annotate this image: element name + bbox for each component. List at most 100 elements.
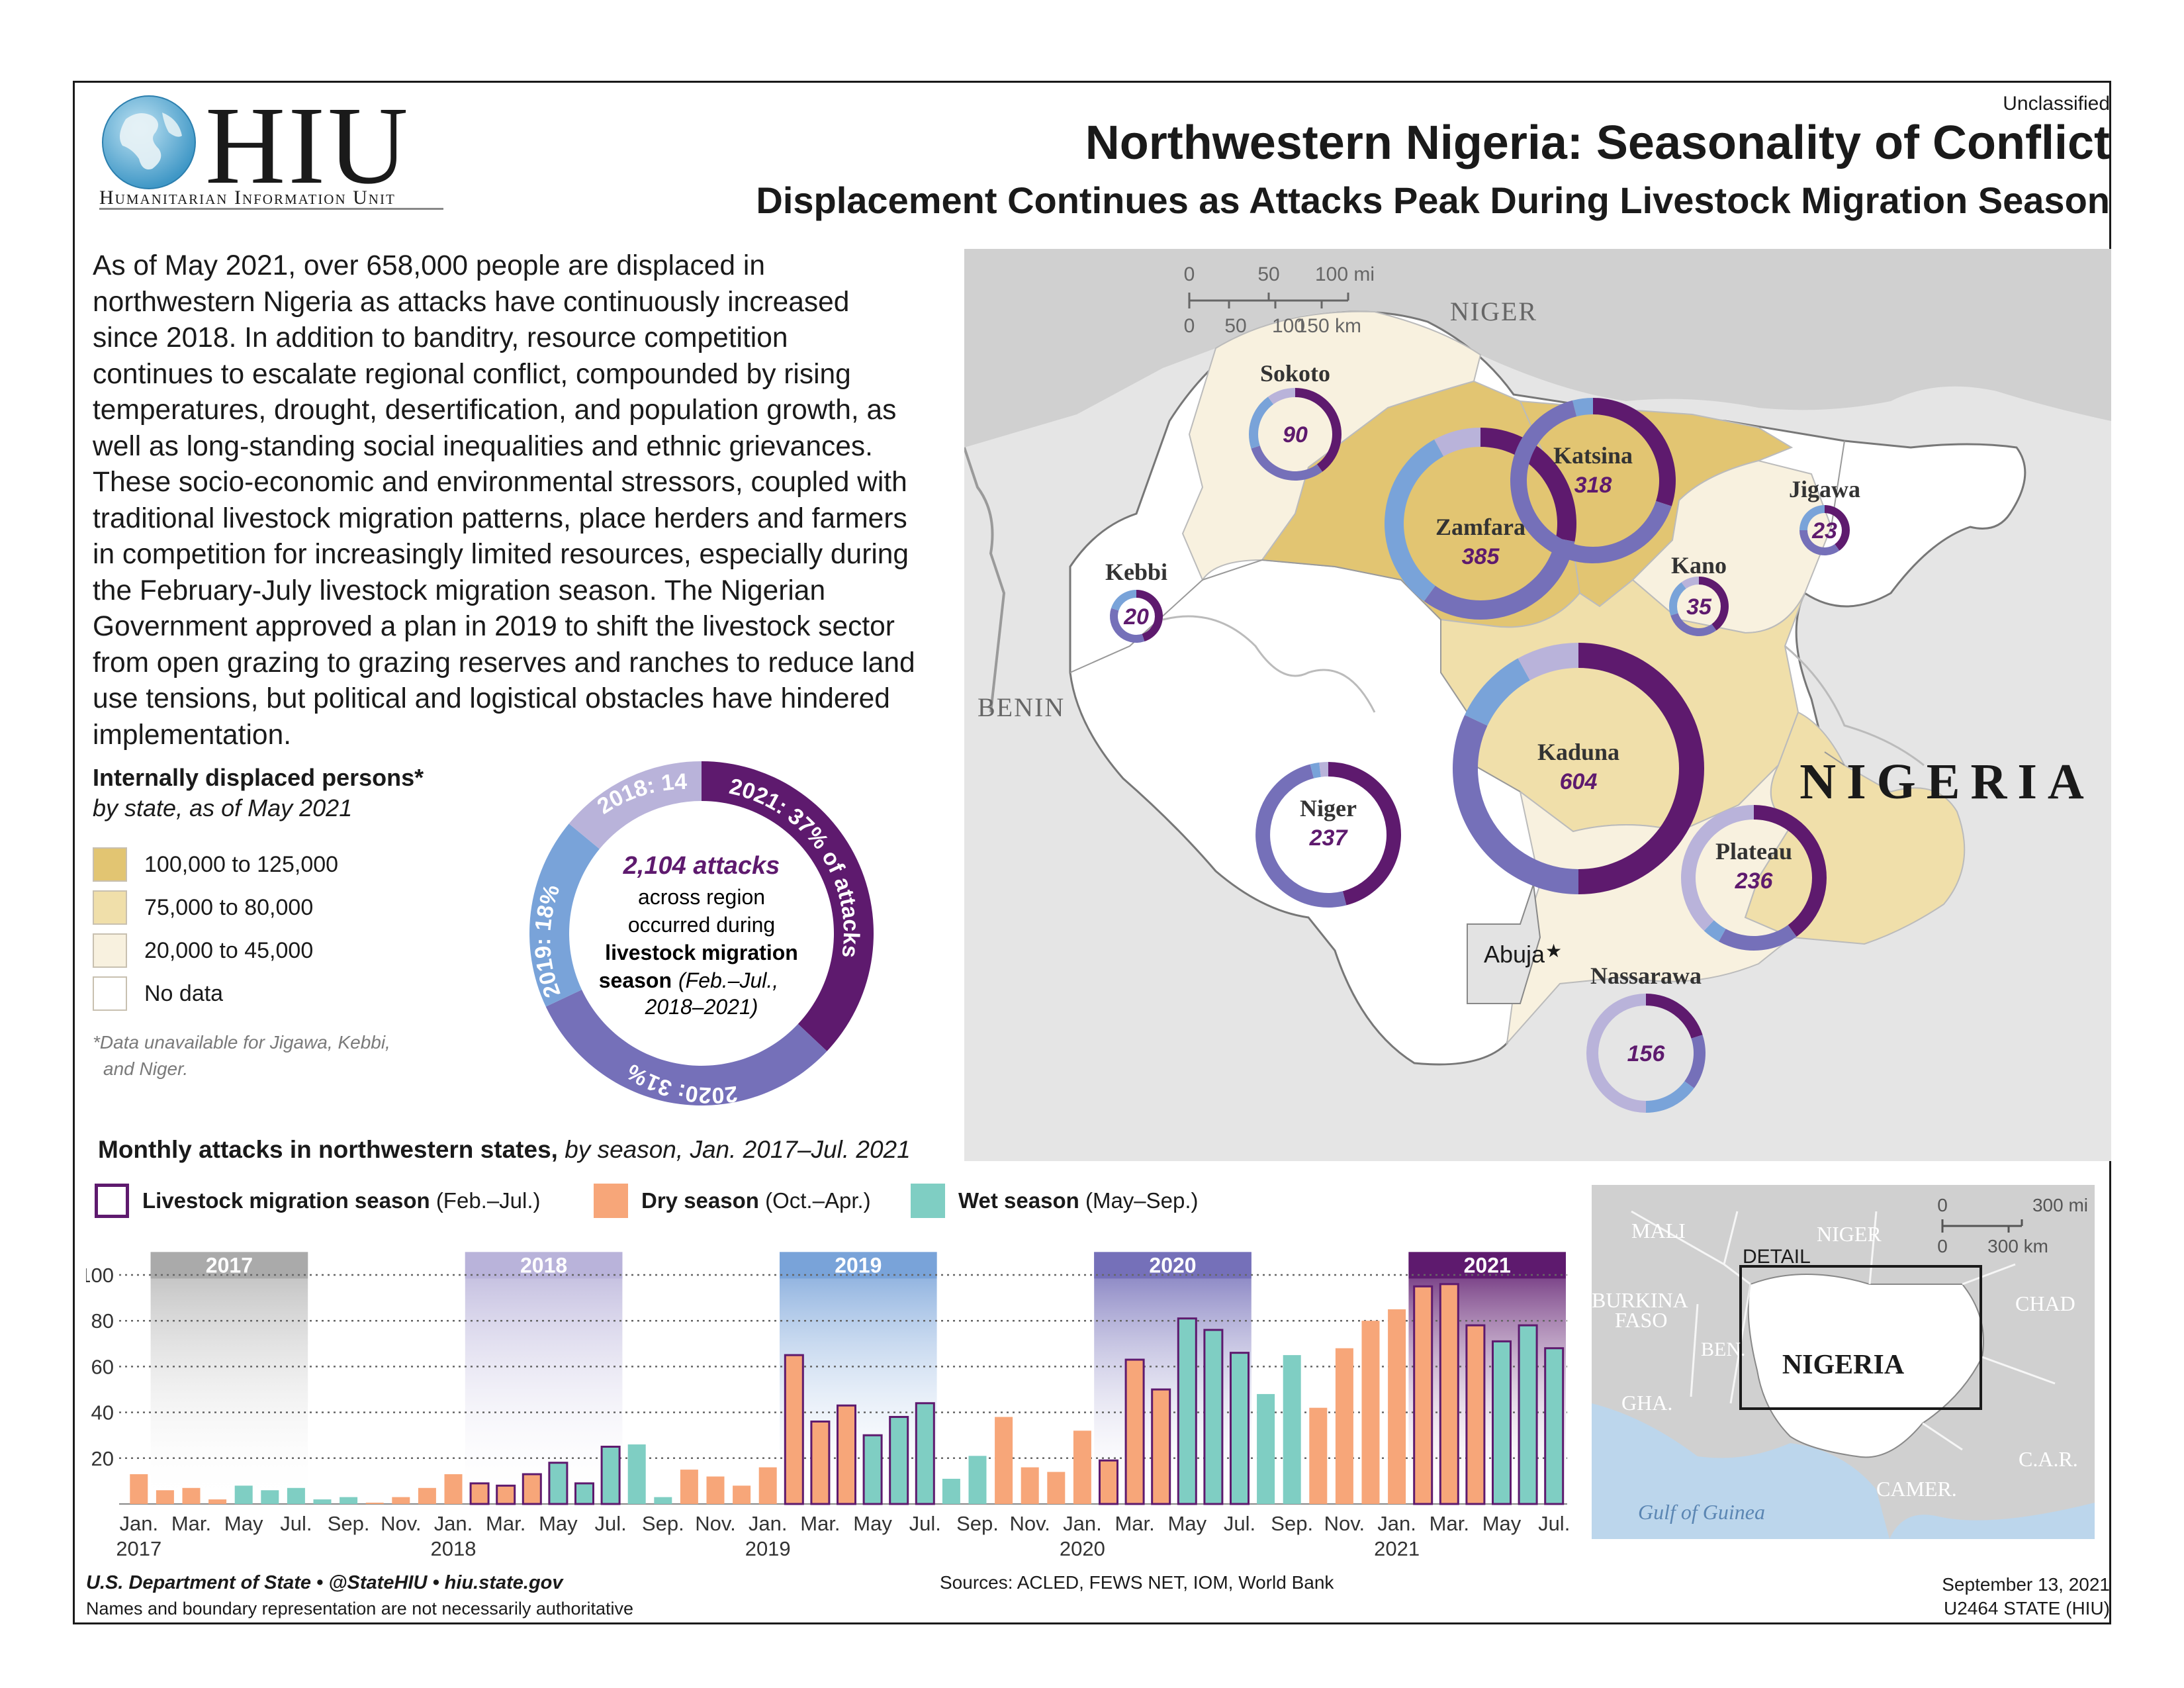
state-donut-segment	[1670, 613, 1717, 636]
bar	[1335, 1348, 1353, 1504]
state-label: Kebbi	[1105, 559, 1167, 585]
inset-scale-label: 300 mi	[2032, 1195, 2088, 1215]
footer-agency: U.S. Department of State • @StateHIU • h…	[86, 1572, 563, 1593]
intro-line: As of May 2021, over 658,000 people are …	[93, 250, 765, 281]
state-donut-segment	[1434, 428, 1480, 457]
logo-divider	[99, 208, 443, 210]
state-donut-segment	[1424, 538, 1575, 620]
x-tick-label: May	[1482, 1512, 1522, 1535]
state-donut-segment	[1111, 590, 1136, 611]
legend-swatch	[93, 890, 127, 925]
legend-item: 20,000 to 45,000	[93, 933, 313, 968]
bar	[968, 1456, 987, 1504]
inset-label-mali: MALI	[1631, 1219, 1686, 1243]
state-label: Nassarawa	[1590, 962, 1702, 989]
state-donut-segment	[1684, 1035, 1706, 1088]
x-tick-label: May	[539, 1512, 578, 1535]
state-donut-segment	[1799, 505, 1825, 530]
scale-label: 50	[1224, 315, 1246, 337]
bar	[889, 1416, 909, 1505]
state-donut-segment	[1136, 590, 1163, 642]
legend-title: Internally displaced persons*	[93, 764, 424, 791]
legend-label: (Feb.–Jul.)	[435, 1188, 541, 1213]
state-donut-segment	[1593, 398, 1676, 506]
legend-label: (Oct.–Apr.)	[765, 1188, 871, 1213]
state-donut-segment	[1704, 920, 1726, 942]
globe-icon	[102, 95, 196, 189]
bar	[469, 1482, 490, 1505]
y-tick-label: 20	[91, 1447, 114, 1470]
scale-label: 150 km	[1297, 315, 1361, 337]
season-year-label: 2018	[520, 1253, 567, 1277]
footer-date: September 13, 2021	[1942, 1574, 2110, 1595]
legend-item: 75,000 to 80,000	[93, 890, 313, 925]
state-attacks-count: 20	[1123, 604, 1149, 630]
footer-sources: Sources: ACLED, FEWS NET, IOM, World Ban…	[940, 1572, 1334, 1593]
bar	[234, 1485, 253, 1504]
inset-label-faso: FASO	[1615, 1308, 1667, 1332]
x-tick-label: Nov.	[381, 1512, 421, 1535]
legend-subtitle: by state, as of May 2021	[93, 794, 353, 821]
intro-line: in competition for increasingly limited …	[93, 539, 909, 570]
attacks-donut-chart: 2021: 37% of attacks 2020: 31% 2019: 18%…	[516, 748, 874, 1108]
x-tick-label: Jul.	[1538, 1512, 1570, 1535]
legend-swatch-dry	[594, 1184, 628, 1218]
bar	[156, 1490, 174, 1504]
legend-label: (May–Sep.)	[1085, 1188, 1199, 1213]
chart-title-italic: by season, Jan. 2017–Jul. 2021	[565, 1136, 911, 1163]
bar	[1021, 1467, 1039, 1504]
legend-swatch-livestock	[95, 1184, 129, 1218]
bar	[1361, 1321, 1380, 1504]
state-attacks-count: 604	[1560, 769, 1598, 794]
bar	[418, 1487, 436, 1504]
legend-swatch	[93, 847, 127, 882]
bar	[915, 1402, 935, 1505]
legend-item: No data	[93, 976, 223, 1011]
legend-note-line: *Data unavailable for Jigawa, Kebbi,	[93, 1032, 390, 1053]
legend-label: Dry season	[641, 1188, 759, 1213]
migration-season-band	[780, 1252, 937, 1504]
donut-center-text: across region	[638, 885, 765, 909]
logo-subtext: Humanitarian Information Unit	[99, 187, 396, 209]
scale-label: 100	[1272, 315, 1305, 337]
intro-line: temperatures, drought, desertification, …	[93, 395, 897, 426]
bar	[1099, 1459, 1118, 1505]
state-donut-segment	[1518, 643, 1578, 680]
x-tick-label: Jul.	[594, 1512, 626, 1535]
legend-note: *Data unavailable for Jigawa, Kebbi, and…	[93, 1029, 463, 1082]
donut-center-text: (Feb.–Jul.,	[678, 968, 778, 992]
x-tick-label: May	[1168, 1512, 1207, 1535]
chart-legend-livestock: Livestock migration season (Feb.–Jul.)	[95, 1182, 541, 1219]
season-year-label: 2017	[206, 1253, 253, 1277]
x-year-label: 2018	[431, 1537, 477, 1560]
state-attacks-count: 23	[1811, 518, 1837, 543]
bar	[758, 1467, 777, 1504]
inset-label-chad: CHAD	[2015, 1291, 2075, 1315]
chart-legend-wet: Wet season (May–Sep.)	[911, 1182, 1199, 1219]
bar	[1230, 1352, 1250, 1505]
state-donut-segment	[1255, 764, 1347, 908]
inset-nigeria	[1747, 1274, 1984, 1458]
state-donut-segment	[1799, 530, 1840, 555]
bar	[261, 1490, 279, 1504]
legend-label: No data	[144, 980, 224, 1006]
state-donut-segment	[1319, 762, 1328, 777]
state-donut-segment	[1646, 994, 1703, 1039]
niger-country-label: NIGER	[1450, 297, 1537, 326]
bar	[1151, 1388, 1171, 1505]
x-tick-label: Jul.	[1224, 1512, 1255, 1535]
state-attacks-count: 237	[1309, 825, 1349, 851]
legend-label: 100,000 to 125,000	[144, 851, 339, 877]
bar	[837, 1404, 856, 1505]
x-tick-label: Mar.	[1430, 1512, 1469, 1535]
chart-title: Monthly attacks in northwestern states, …	[98, 1136, 911, 1164]
season-year-label: 2021	[1464, 1253, 1511, 1277]
bar	[208, 1499, 227, 1504]
bar	[1413, 1285, 1433, 1505]
season-band-header	[150, 1252, 308, 1279]
donut-center-text: livestock migration	[605, 941, 798, 964]
bar	[1492, 1340, 1512, 1505]
intro-line: Government approved a plan in 2019 to sh…	[93, 611, 895, 642]
bar	[444, 1474, 463, 1504]
intro-line: since 2018. In addition to banditry, res…	[93, 322, 788, 353]
